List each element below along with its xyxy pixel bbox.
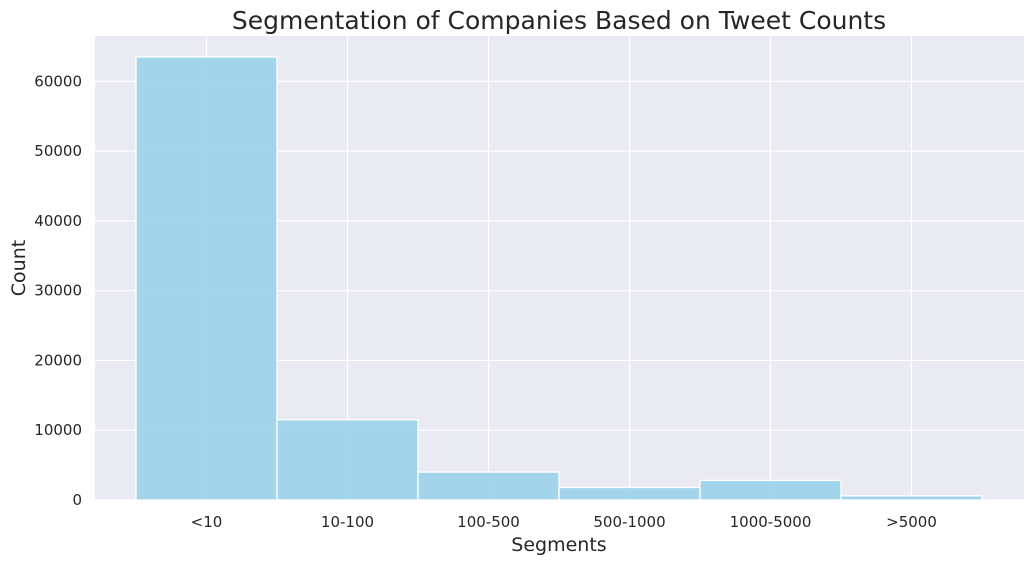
y-tick-label: 0 bbox=[72, 491, 82, 509]
y-tick-label: 40000 bbox=[34, 212, 82, 230]
x-tick-label: 100-500 bbox=[457, 513, 520, 531]
x-tick-label: 10-100 bbox=[321, 513, 374, 531]
x-tick-label: <10 bbox=[191, 513, 223, 531]
y-axis-label: Count bbox=[8, 240, 30, 296]
bar-4 bbox=[558, 486, 701, 501]
chart-title: Segmentation of Companies Based on Tweet… bbox=[232, 6, 886, 35]
bar-3 bbox=[417, 471, 560, 501]
y-tick-labels: 0 10000 20000 30000 40000 50000 60000 bbox=[34, 72, 82, 509]
y-tick-label: 10000 bbox=[34, 421, 82, 439]
bar-5 bbox=[699, 479, 842, 501]
y-tick-label: 20000 bbox=[34, 351, 82, 369]
bar-6 bbox=[840, 495, 983, 501]
x-tick-labels: <10 10-100 100-500 500-1000 1000-5000 >5000 bbox=[191, 513, 937, 531]
bars bbox=[135, 56, 983, 501]
x-tick-label: 500-1000 bbox=[593, 513, 665, 531]
y-tick-label: 60000 bbox=[34, 72, 82, 90]
y-tick-label: 50000 bbox=[34, 142, 82, 160]
bar-2 bbox=[276, 419, 419, 501]
x-axis-label: Segments bbox=[511, 534, 606, 556]
bar-1 bbox=[135, 56, 278, 501]
x-tick-label: >5000 bbox=[886, 513, 937, 531]
x-tick-label: 1000-5000 bbox=[730, 513, 812, 531]
y-tick-label: 30000 bbox=[34, 282, 82, 300]
